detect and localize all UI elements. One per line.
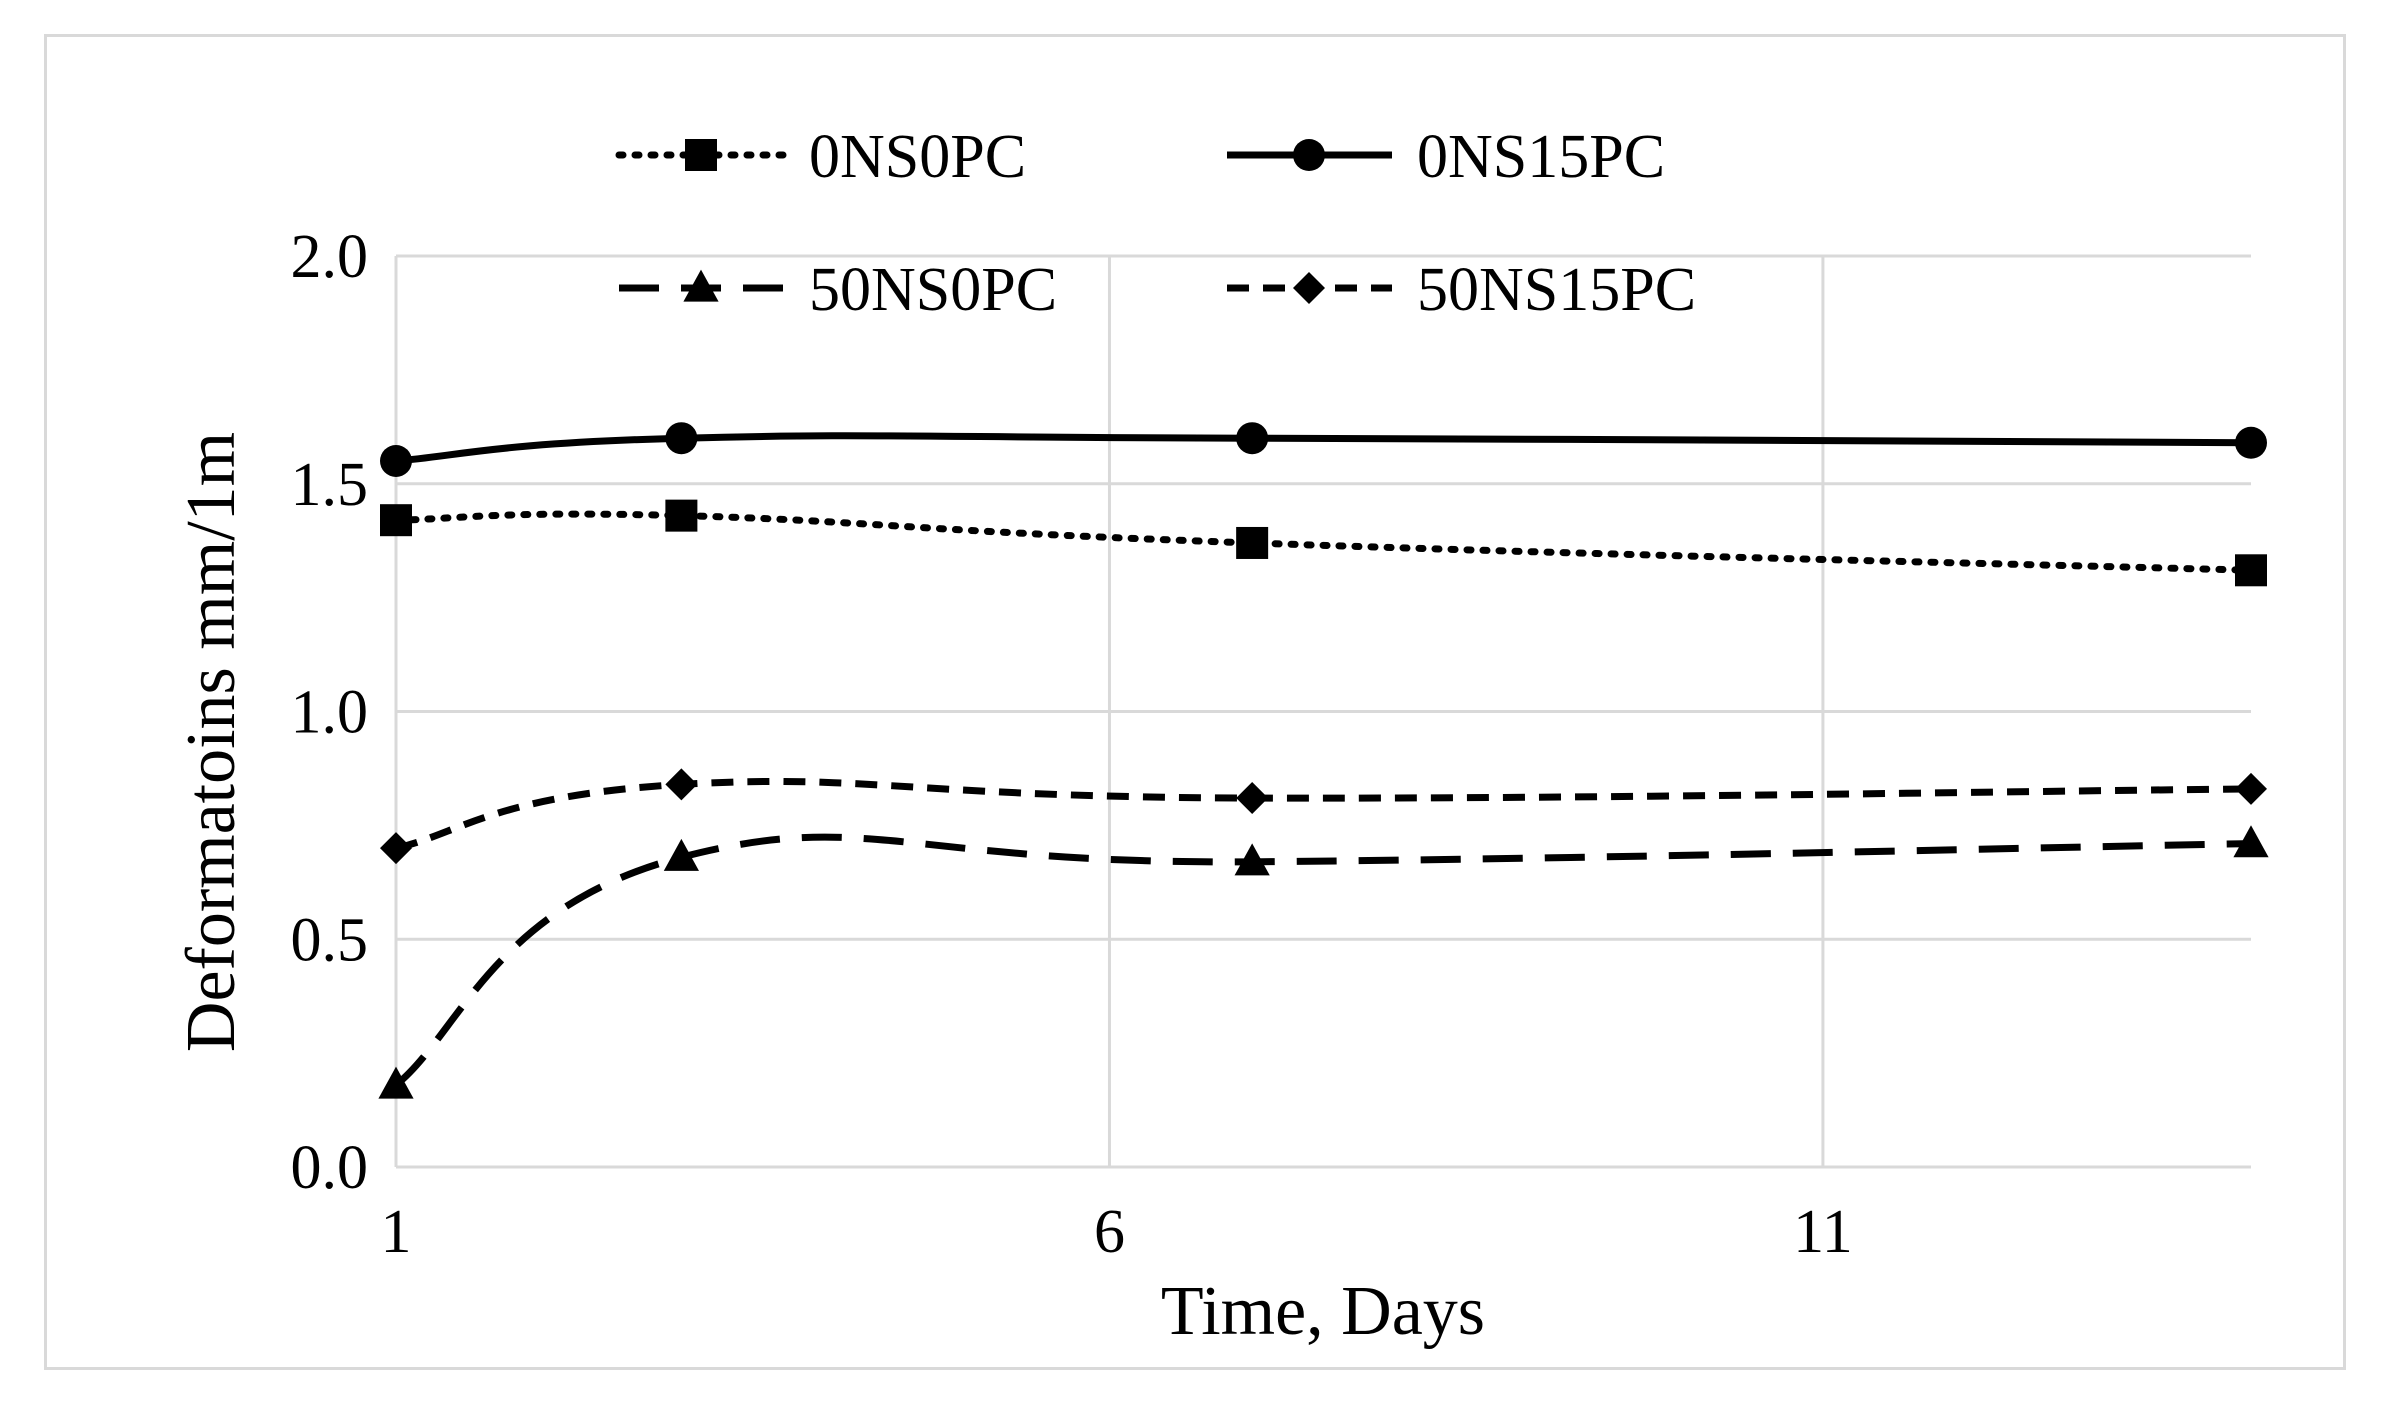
series-line-50NS0PC [393,833,2252,1088]
data-point-0NS15PC [1236,422,1269,455]
data-point-0NS0PC [2235,554,2267,587]
y-tick-label: 0.0 [291,1134,369,1202]
legend-marker-0NS15PC [1293,139,1325,171]
x-tick-label: 1 [381,1198,412,1266]
data-point-0NS0PC [380,504,412,537]
legend-label: 50NS15PC [1417,256,1696,324]
data-point-50NS15PC [1236,782,1269,815]
legend-marker-50NS15PC [1293,272,1325,304]
y-tick-label: 2.0 [291,223,369,291]
grid [394,254,2251,1169]
tick-labels: 0.0 0.5 1.0 1.5 2.0 1 6 11 [291,223,1853,1266]
chart-frame: 0.0 0.5 1.0 1.5 2.0 1 6 11 0NS0PC 0NS15PC 50NS0PC… [44,34,2346,1370]
data-point-0NS0PC [1236,526,1269,559]
legend-marker-50NS0PC [683,269,719,302]
data-point-50NS0PC [2233,825,2269,858]
series-line-50NS15PC [395,777,2252,852]
data-point-0NS15PC [380,444,412,477]
legend: 0NS0PC 0NS15PC 50NS0PC 50NS15PC [615,123,1696,324]
data-point-50NS0PC [1234,843,1270,876]
data-point-0NS0PC [665,499,698,532]
legend-label: 50NS0PC [809,256,1057,324]
legend-marker-0NS0PC [685,139,717,171]
x-tick-label: 6 [1094,1198,1125,1266]
data-point-50NS0PC [663,838,699,871]
x-tick-label: 11 [1793,1198,1853,1266]
data-point-50NS15PC [665,768,698,801]
data-point-50NS0PC [378,1066,414,1099]
y-tick-label: 1.5 [291,451,369,519]
legend-entry-0NS15PC: 0NS15PC [1227,123,1665,191]
series-line-0NS15PC [395,432,2252,465]
legend-entry-0NS0PC: 0NS0PC [615,123,1026,191]
legend-label: 0NS15PC [1417,123,1665,191]
data-point-0NS15PC [2235,426,2267,459]
data-point-50NS15PC [380,832,412,865]
x-axis-title: Time, Days [1161,1273,1485,1350]
y-tick-label: 1.0 [291,679,369,747]
series-lines [392,432,2255,1088]
line-chart: 0.0 0.5 1.0 1.5 2.0 1 6 11 0NS0PC 0NS15PC 50NS0PC… [173,123,2269,1350]
series-line-0NS0PC [392,510,2255,574]
legend-entry-50NS15PC: 50NS15PC [1227,256,1696,324]
y-axis-title: Deformatoins mm/1m [173,432,250,1052]
y-tick-label: 0.5 [291,906,369,974]
data-point-0NS15PC [665,422,698,455]
data-point-50NS15PC [2235,772,2267,805]
legend-label: 0NS0PC [809,123,1026,191]
legend-entry-50NS0PC: 50NS0PC [619,256,1057,324]
series-markers [378,422,2269,1099]
